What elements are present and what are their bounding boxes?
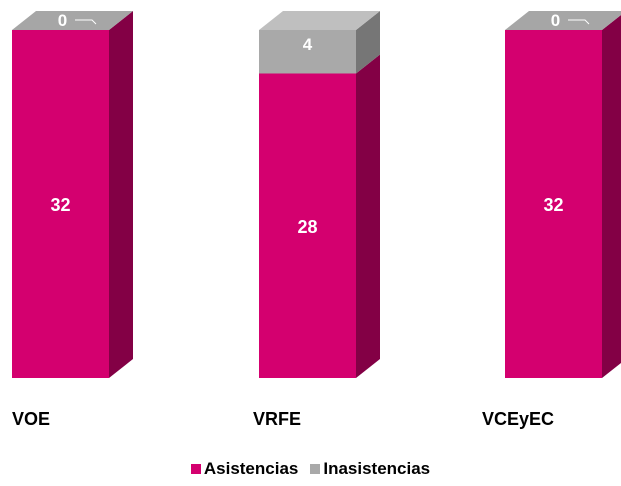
legend-swatch-inasistencias (310, 464, 321, 474)
bar-asistencias-vrfe (259, 73, 356, 378)
legend: Asistencias Inasistencias (0, 459, 621, 479)
bar-asistencias-voe (12, 30, 109, 378)
legend-label-asistencias: Asistencias (203, 459, 299, 478)
legend-label-inasistencias: Inasistencias (323, 459, 431, 478)
bar-side-asistencias-voe (109, 11, 133, 378)
bar-top-voe (12, 11, 133, 30)
leader-line-voe (75, 19, 97, 25)
bar-inasistencias-vrfe (259, 30, 356, 74)
legend-item-asistencias: Asistencias (190, 459, 299, 479)
legend-swatch-asistencias (190, 464, 201, 474)
leader-line-vceyec (568, 19, 590, 25)
bar-side-asistencias-vrfe (356, 54, 380, 378)
value-label-inasistencias-voe: 0 (58, 11, 67, 30)
bar-side-asistencias-vceyec (602, 14, 621, 378)
value-label-asistencias-voe: 32 (50, 195, 70, 215)
bar-side-inasistencias-vrfe (356, 11, 380, 74)
value-label-asistencias-vrfe: 28 (297, 217, 317, 237)
bar-top-vceyec (505, 11, 621, 30)
bar-top-vrfe (259, 11, 380, 30)
category-label-voe: VOE (12, 409, 50, 429)
value-label-inasistencias-vrfe: 4 (303, 35, 313, 54)
legend-item-inasistencias: Inasistencias (310, 459, 430, 479)
value-label-asistencias-vceyec: 32 (543, 195, 563, 215)
value-label-inasistencias-vceyec: 0 (551, 11, 560, 30)
bar-asistencias-vceyec (505, 30, 602, 378)
category-label-vceyec: VCEyEC (482, 409, 554, 429)
category-label-vrfe: VRFE (253, 409, 301, 429)
